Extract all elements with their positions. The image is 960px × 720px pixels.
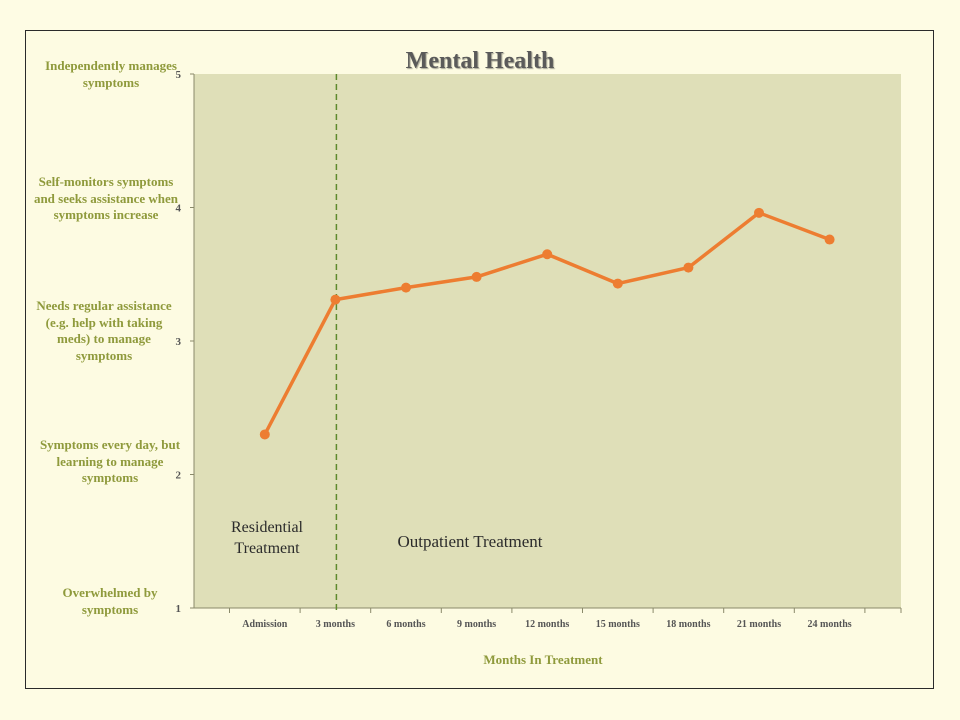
x-tick-label: 12 months xyxy=(525,619,569,630)
x-tick-label: 9 months xyxy=(457,619,496,630)
data-point xyxy=(754,207,764,218)
annotation-residential: Treatment xyxy=(234,540,300,557)
x-tick-label: 21 months xyxy=(737,619,781,630)
level-label-2: Symptoms every day, but learning to mana… xyxy=(39,437,181,485)
data-point xyxy=(401,282,411,293)
level-label-5: Independently manages symptoms xyxy=(45,58,177,90)
annotation-residential: Residential xyxy=(231,519,304,536)
data-point xyxy=(259,429,270,440)
x-axis-title: Months In Treatment xyxy=(483,652,603,667)
x-tick-label: 18 months xyxy=(666,619,710,630)
x-tick-label: 15 months xyxy=(596,619,640,630)
data-point xyxy=(683,262,694,273)
data-point xyxy=(542,249,553,260)
chart-title: Mental Health xyxy=(406,48,555,74)
y-tick-label: 4 xyxy=(176,203,182,215)
data-point xyxy=(824,234,835,245)
y-tick-label: 3 xyxy=(176,336,182,348)
annotation-outpatient: Outpatient Treatment xyxy=(398,532,543,551)
data-point xyxy=(612,278,623,289)
y-tick-label: 2 xyxy=(176,470,182,482)
x-tick-label: Admission xyxy=(242,619,287,630)
level-label-4: Self-monitors symptoms and seeks assista… xyxy=(33,174,179,222)
level-label-3: Needs regular assistance (e.g. help with… xyxy=(36,298,172,363)
data-point xyxy=(471,271,482,282)
x-tick-label: 24 months xyxy=(808,619,852,630)
series-layer xyxy=(259,207,835,440)
level-label-1: Overwhelmed by symptoms xyxy=(62,585,158,617)
x-tick-label: 3 months xyxy=(316,619,355,630)
ticks: 1 2 3 4 5 Admission 3 months 6 months 9 months 12… xyxy=(176,69,902,630)
x-tick-label: 6 months xyxy=(386,619,425,630)
y-tick-label: 5 xyxy=(176,69,182,81)
data-point xyxy=(330,294,341,305)
y-tick-label: 1 xyxy=(176,603,182,615)
